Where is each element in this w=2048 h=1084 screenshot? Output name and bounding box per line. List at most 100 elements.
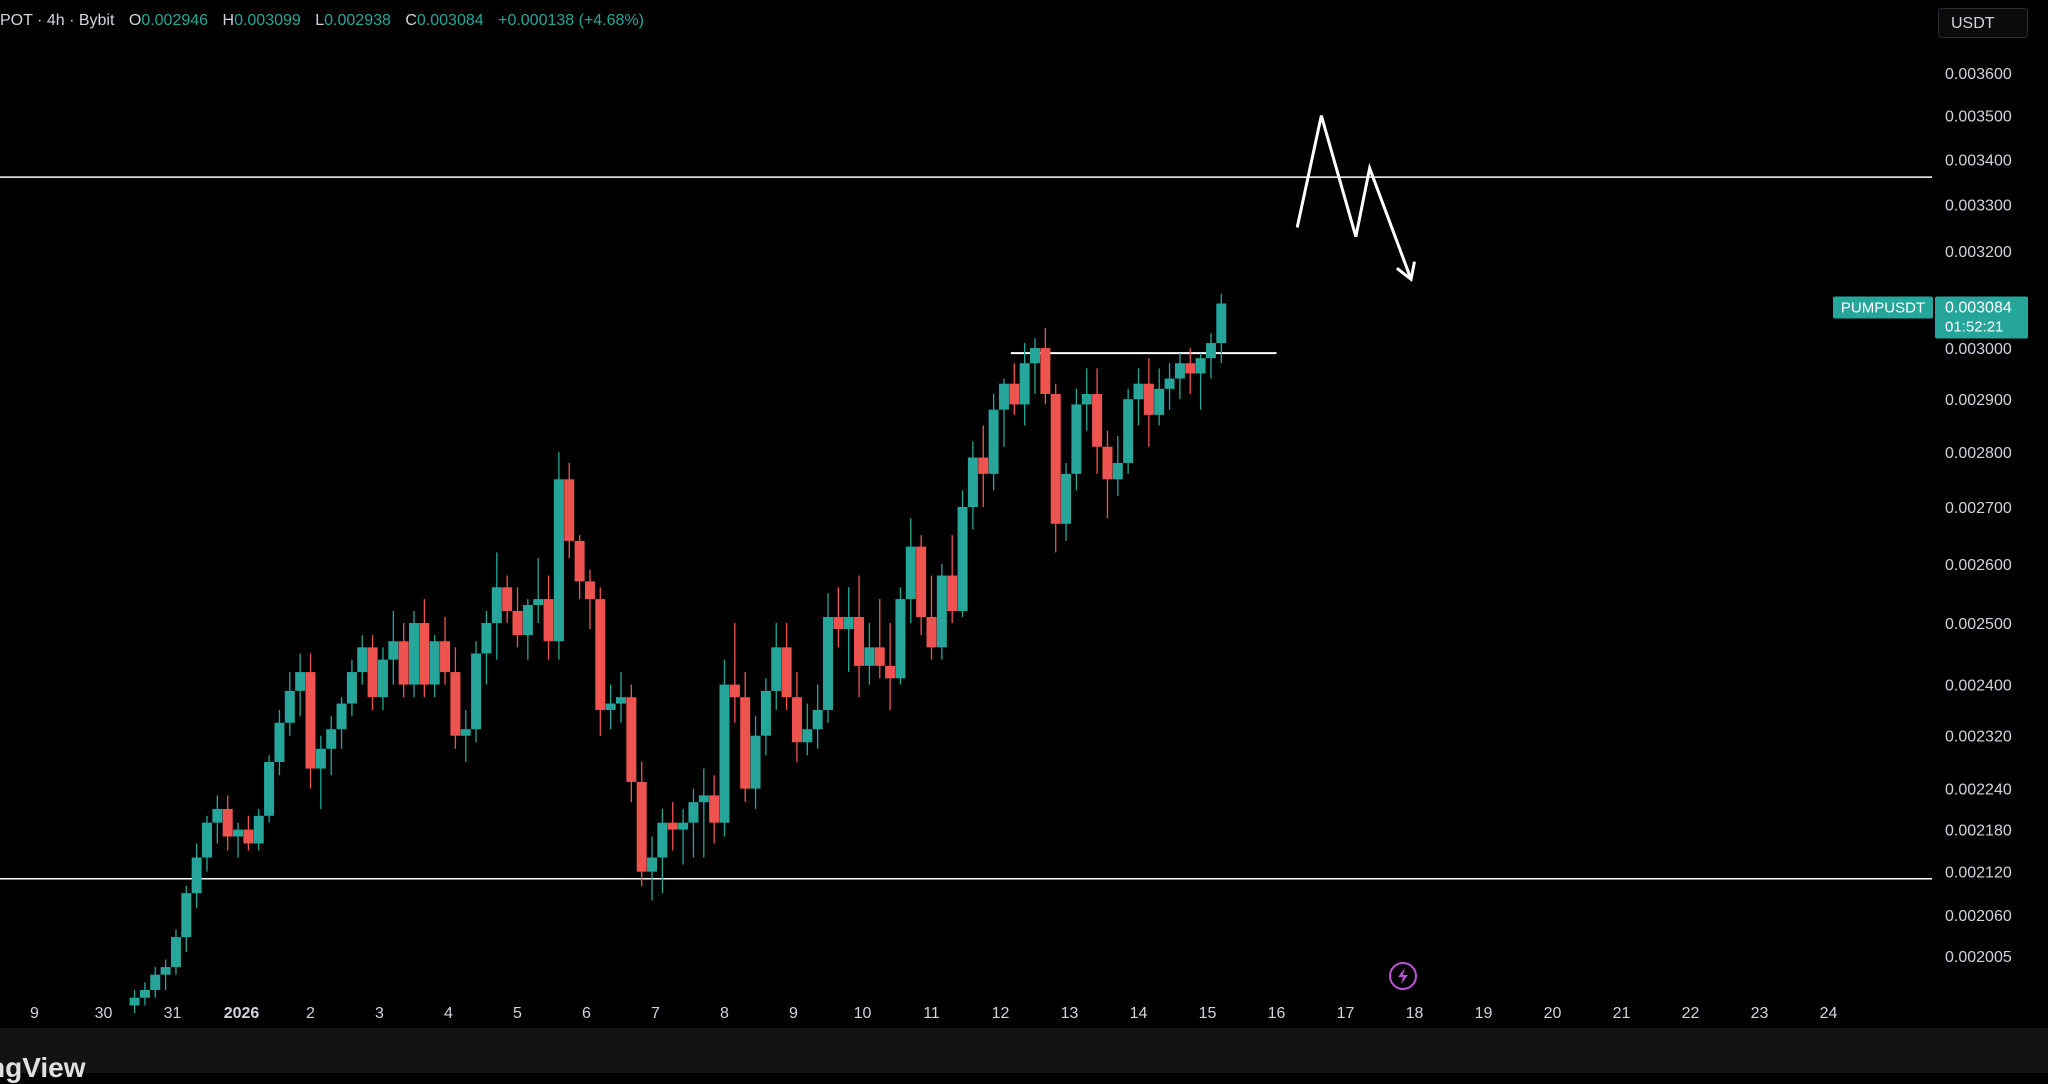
candle-body[interactable] xyxy=(1195,358,1206,374)
candle-body[interactable] xyxy=(595,599,606,710)
candle-body[interactable] xyxy=(688,802,699,823)
candle-body[interactable] xyxy=(160,967,171,975)
candle-body[interactable] xyxy=(1071,404,1082,474)
candle-body[interactable] xyxy=(1040,348,1051,395)
candle-body[interactable] xyxy=(667,822,678,830)
candle-body[interactable] xyxy=(460,729,471,736)
candle-body[interactable] xyxy=(191,857,202,894)
candle-body[interactable] xyxy=(315,748,326,769)
candle-body[interactable] xyxy=(916,546,927,618)
candle-body[interactable] xyxy=(1205,343,1216,359)
candle-body[interactable] xyxy=(305,672,316,769)
candle-body[interactable] xyxy=(740,697,751,789)
candle-body[interactable] xyxy=(957,506,968,612)
candle-body[interactable] xyxy=(636,781,647,872)
candle-body[interactable] xyxy=(1030,348,1040,364)
candle-body[interactable] xyxy=(1185,363,1196,374)
candle-body[interactable] xyxy=(398,641,409,685)
candle-body[interactable] xyxy=(833,617,844,630)
candle-body[interactable] xyxy=(367,647,378,698)
candle-body[interactable] xyxy=(874,647,885,666)
candle-body[interactable] xyxy=(936,575,947,648)
candle-body[interactable] xyxy=(170,937,181,968)
candle-body[interactable] xyxy=(336,703,347,730)
candle-body[interactable] xyxy=(947,575,958,612)
candle-body[interactable] xyxy=(377,659,388,698)
candle-body[interactable] xyxy=(553,479,564,642)
candle-body[interactable] xyxy=(253,815,264,844)
candle-body[interactable] xyxy=(719,684,730,823)
candle-body[interactable] xyxy=(1112,462,1123,480)
candle-body[interactable] xyxy=(584,581,595,600)
candle-body[interactable] xyxy=(895,599,906,679)
candle-body[interactable] xyxy=(264,761,275,816)
candle-body[interactable] xyxy=(771,647,782,691)
candle-body[interactable] xyxy=(729,684,740,698)
candle-body[interactable] xyxy=(1061,473,1072,524)
candle-body[interactable] xyxy=(543,599,554,642)
candle-body[interactable] xyxy=(512,611,523,636)
candle-body[interactable] xyxy=(647,857,658,872)
candle-body[interactable] xyxy=(522,605,533,636)
candle-body[interactable] xyxy=(346,672,357,704)
candle-body[interactable] xyxy=(616,697,626,704)
candle-body[interactable] xyxy=(978,457,989,474)
candle-body[interactable] xyxy=(450,672,461,736)
candle-body[interactable] xyxy=(243,829,254,844)
candle-body[interactable] xyxy=(998,383,1009,410)
candle-body[interactable] xyxy=(284,690,295,723)
candle-body[interactable] xyxy=(139,990,150,998)
candle-body[interactable] xyxy=(781,647,792,698)
candle-body[interactable] xyxy=(129,997,140,1006)
candle-body[interactable] xyxy=(440,641,451,673)
candle-body[interactable] xyxy=(233,829,244,837)
candle-body[interactable] xyxy=(326,729,337,749)
candle-body[interactable] xyxy=(1174,363,1185,379)
candle-body[interactable] xyxy=(885,665,896,679)
candle-body[interactable] xyxy=(864,647,875,666)
candle-body[interactable] xyxy=(481,623,492,654)
candle-body[interactable] xyxy=(626,697,637,782)
candle-body[interactable] xyxy=(926,617,937,648)
candle-body[interactable] xyxy=(212,808,223,823)
candle-body[interactable] xyxy=(1019,363,1030,405)
candle-body[interactable] xyxy=(357,647,368,673)
candle-body[interactable] xyxy=(502,587,513,612)
candle-body[interactable] xyxy=(657,822,668,858)
candle-body[interactable] xyxy=(605,703,616,710)
candle-body[interactable] xyxy=(1164,378,1175,389)
candle-body[interactable] xyxy=(1050,394,1061,524)
candle-body[interactable] xyxy=(564,479,575,541)
projection-zigzag-path[interactable] xyxy=(1295,115,1413,280)
candle-body[interactable] xyxy=(905,546,916,600)
candle-body[interactable] xyxy=(967,457,978,507)
candle-body[interactable] xyxy=(533,599,544,606)
candle-body[interactable] xyxy=(854,617,865,666)
candle-body[interactable] xyxy=(295,672,306,691)
candle-body[interactable] xyxy=(750,735,761,789)
candle-body[interactable] xyxy=(1143,383,1154,415)
candle-body[interactable] xyxy=(181,893,192,938)
candle-body[interactable] xyxy=(823,617,833,710)
candle-body[interactable] xyxy=(760,690,771,736)
candle-body[interactable] xyxy=(1216,303,1227,344)
candle-body[interactable] xyxy=(1102,446,1113,480)
candle-body[interactable] xyxy=(574,540,585,582)
candle-body[interactable] xyxy=(491,587,502,624)
candle-body[interactable] xyxy=(1154,388,1165,415)
candle-body[interactable] xyxy=(1092,394,1103,447)
candle-body[interactable] xyxy=(678,822,689,830)
currency-button[interactable]: USDT xyxy=(1938,8,2028,38)
lightning-icon[interactable] xyxy=(1389,962,1417,990)
candle-body[interactable] xyxy=(150,974,161,990)
candle-body[interactable] xyxy=(388,641,399,660)
candle-body[interactable] xyxy=(698,795,709,803)
candle-body[interactable] xyxy=(1009,383,1020,405)
candle-body[interactable] xyxy=(843,617,854,630)
candle-body[interactable] xyxy=(222,808,233,837)
candle-body[interactable] xyxy=(202,822,212,858)
candle-body[interactable] xyxy=(1081,394,1092,405)
candle-body[interactable] xyxy=(274,722,285,762)
candle-body[interactable] xyxy=(471,653,482,730)
candle-body[interactable] xyxy=(709,795,720,823)
